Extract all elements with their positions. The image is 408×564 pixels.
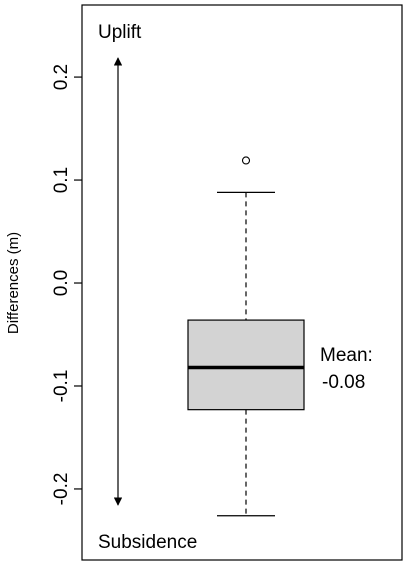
plot-frame [81, 4, 403, 561]
box [187, 319, 305, 411]
annotation-top: Uplift [98, 22, 142, 43]
y-tick-label: 0.0 [51, 270, 72, 296]
y-axis-label: Differences (m) [5, 232, 22, 334]
y-tick-label: -0.1 [51, 370, 72, 403]
y-tick-label: 0.1 [51, 167, 72, 193]
mean-label: Mean: [320, 345, 373, 366]
mean-value: -0.08 [322, 372, 365, 393]
y-tick-label: 0.2 [51, 64, 72, 90]
annotation-bottom: Subsidence [98, 532, 197, 553]
y-tick-label: -0.2 [51, 473, 72, 506]
outlier [241, 156, 251, 165]
